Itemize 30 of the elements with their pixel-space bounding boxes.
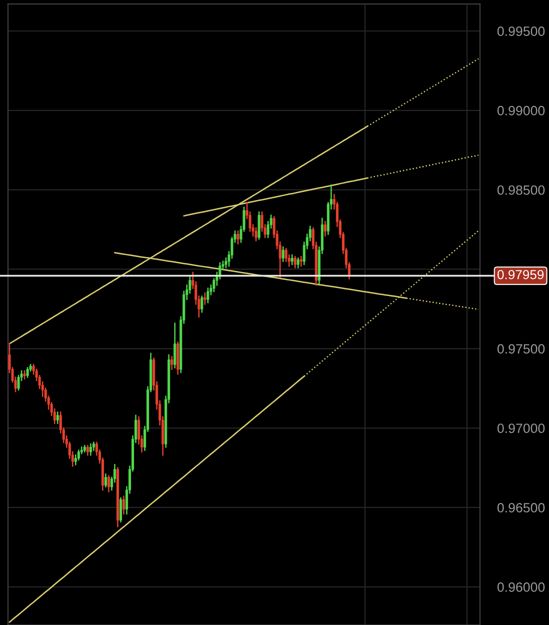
candlestick xyxy=(122,496,126,514)
y-tick-label: 0.99000 xyxy=(497,106,545,116)
y-tick-label: 0.96000 xyxy=(497,582,545,592)
ref-line-label: 0.97959 xyxy=(498,270,544,280)
candlestick xyxy=(89,443,92,456)
candlestick xyxy=(56,412,59,424)
candlestick xyxy=(324,220,326,237)
candlestick xyxy=(258,211,260,240)
candlestick xyxy=(296,257,300,268)
y-tick-label: 0.96500 xyxy=(497,502,545,512)
candlestick xyxy=(119,497,122,522)
candlestick xyxy=(170,356,174,370)
candlestick xyxy=(236,230,240,244)
y-tick-label: 0.98500 xyxy=(497,185,545,195)
y-tick-label: 0.97000 xyxy=(497,424,545,434)
candlestick xyxy=(174,322,176,368)
y-tick-label: 0.99500 xyxy=(497,26,545,36)
candlestick xyxy=(200,296,204,313)
candlestick xyxy=(294,256,296,268)
candlestick xyxy=(86,444,89,456)
candlestick xyxy=(290,254,294,266)
candlestick xyxy=(104,473,107,488)
candlestick xyxy=(254,227,258,242)
candlestick xyxy=(282,246,284,262)
candlestick xyxy=(107,475,110,492)
y-tick-label: 0.97500 xyxy=(497,344,545,354)
candlestick xyxy=(206,288,210,304)
candlestick xyxy=(204,292,206,305)
candlestick xyxy=(26,367,29,378)
candlestick xyxy=(300,256,302,267)
